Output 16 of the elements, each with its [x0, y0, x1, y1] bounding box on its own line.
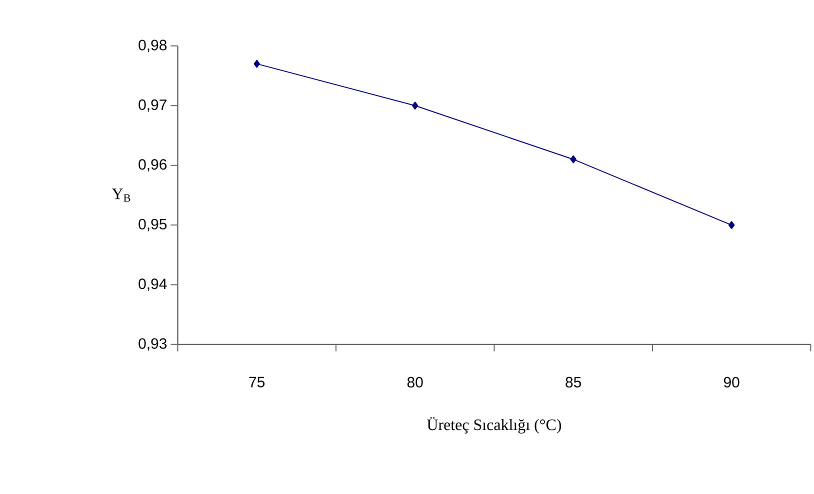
x-tick-label: 90	[724, 376, 740, 388]
point	[728, 220, 735, 229]
y-axis-title: Y$_{B}$	[112, 188, 130, 202]
y-tick-label: 0,94	[138, 278, 167, 291]
y-tick-label: 0,97	[138, 99, 166, 112]
x-tick-label: 75	[249, 376, 265, 388]
y-tick-label: 0,96	[138, 159, 167, 172]
point	[570, 155, 576, 164]
y-tick-label: 0,98	[138, 40, 167, 52]
point	[254, 60, 260, 68]
point	[412, 102, 418, 110]
x-tick-label: 80	[407, 376, 423, 388]
y-tick-label: 0,95	[138, 218, 167, 232]
y-tick-label: 0,93	[138, 338, 167, 351]
x-tick-label: 85	[566, 376, 582, 388]
x-axis-title: Üreteç Sıcaklığı (°C)	[427, 417, 562, 434]
